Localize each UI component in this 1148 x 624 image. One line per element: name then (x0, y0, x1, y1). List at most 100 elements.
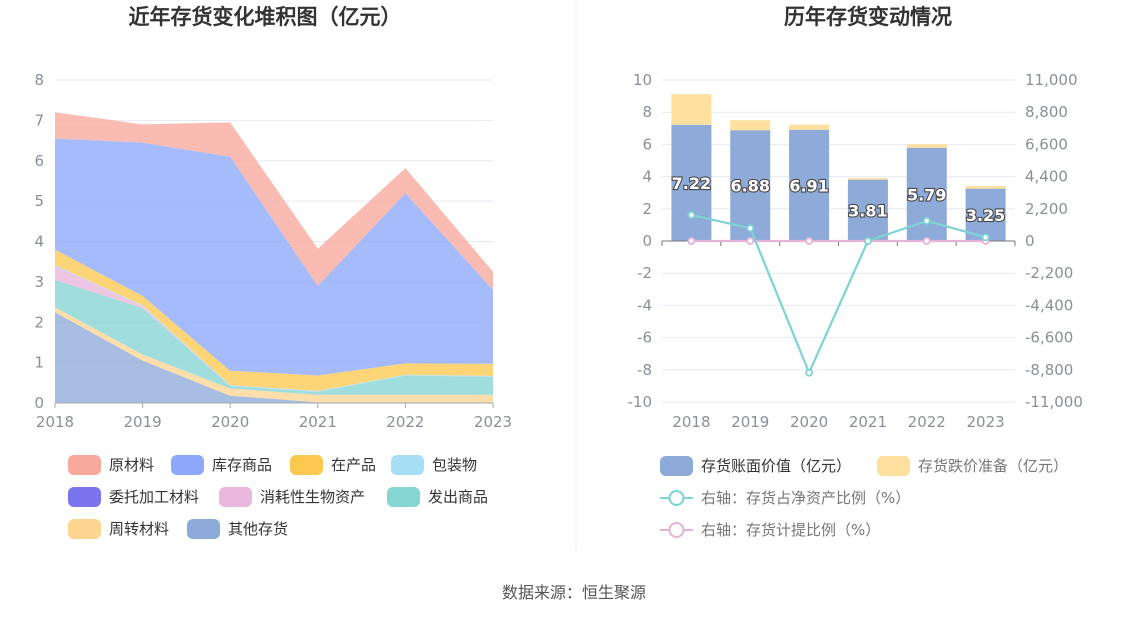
legend-label[interactable]: 其他存货 (228, 520, 288, 538)
y-tick-label: 0 (34, 394, 44, 412)
y-left-tick-label: -2 (637, 264, 652, 282)
x-tick-label: 2021 (849, 413, 887, 431)
legend-label[interactable]: 右轴：存货计提比例（%） (701, 521, 880, 539)
line-point (687, 237, 696, 245)
legend-swatch[interactable] (387, 487, 420, 507)
bar-book-value (847, 179, 888, 241)
bar-value-label: 6.91 (789, 176, 828, 195)
legend-marker[interactable] (668, 522, 685, 538)
area-series-7 (55, 138, 493, 376)
bar-book-value (789, 129, 830, 241)
bar-value-label: 3.25 (966, 206, 1005, 225)
bar-impairment (730, 120, 771, 131)
y-right-tick-label: 8,800 (1025, 103, 1068, 121)
x-tick-label: 2020 (790, 413, 828, 431)
y-left-tick-label: -8 (637, 361, 652, 379)
legend-label[interactable]: 包装物 (432, 456, 477, 474)
line-point (922, 237, 931, 245)
legend-label[interactable]: 右轴：存货占净资产比例（%） (701, 489, 910, 507)
x-tick-label: 2022 (386, 413, 424, 431)
y-right-tick-label: -4,400 (1025, 296, 1073, 314)
y-right-tick-label: -6,600 (1025, 329, 1073, 347)
y-right-tick-label: 4,400 (1025, 168, 1068, 186)
x-tick-label: 2020 (211, 413, 249, 431)
legend-swatch[interactable] (660, 456, 693, 476)
y-right-tick-label: 0 (1025, 232, 1035, 250)
y-left-tick-label: -6 (637, 329, 652, 347)
bar-value-label: 6.88 (731, 177, 770, 196)
y-right-tick-label: 2,200 (1025, 200, 1068, 218)
line-point (864, 237, 872, 245)
x-tick-label: 2018 (36, 413, 74, 431)
bar-value-label: 7.22 (672, 174, 711, 193)
stacked-area-chart: 近年存货变化堆积图（亿元） 0 1 2 3 4 5 6 7 8 2018 2019 2020 2021 20… (34, 5, 512, 539)
right-chart-title: 历年存货变动情况 (784, 5, 952, 29)
bar-impairment (965, 186, 1006, 189)
legend-marker[interactable] (668, 490, 685, 506)
legend-swatch[interactable] (171, 455, 204, 475)
area-series-8 (55, 112, 493, 290)
data-source: 数据来源：恒生聚源 (502, 583, 646, 602)
y-tick-label: 7 (34, 111, 44, 129)
x-tick-label: 2018 (672, 413, 710, 431)
bar-value-label: 5.79 (907, 185, 946, 204)
bar-book-value (965, 188, 1006, 241)
legend-swatch[interactable] (68, 519, 101, 539)
y-left-tick-label: -4 (637, 296, 652, 314)
legend-swatch[interactable] (877, 456, 910, 476)
line-point (687, 211, 696, 219)
y-tick-label: 4 (34, 233, 44, 251)
left-chart-title: 近年存货变化堆积图（亿元） (129, 5, 402, 29)
y-tick-label: 5 (34, 192, 44, 210)
bar-book-value (730, 130, 771, 241)
legend-swatch[interactable] (391, 455, 424, 475)
legend-label[interactable]: 在产品 (331, 456, 376, 474)
x-tick-label: 2021 (299, 413, 337, 431)
bar-value-label: 3.81 (848, 201, 887, 220)
line-point (981, 233, 990, 242)
legend-label[interactable]: 周转材料 (109, 520, 169, 538)
x-tick-label: 2019 (731, 413, 769, 431)
y-tick-label: 8 (34, 71, 44, 89)
line-series-1 (691, 213, 986, 376)
line-point (922, 216, 931, 225)
bar-line-chart: 历年存货变动情况 -10 -8 -6 -4 -2 0 2 4 6 8 10 -11,000 -8,800 -… (628, 5, 1083, 539)
area-series-1 (55, 307, 493, 403)
y-left-tick-label: -10 (628, 393, 653, 411)
y-right-tick-label: 11,000 (1025, 71, 1078, 89)
line-point (805, 237, 813, 245)
bar-impairment (847, 178, 888, 180)
y-left-tick-label: 4 (642, 168, 652, 186)
legend-swatch[interactable] (68, 455, 101, 475)
line-point (746, 237, 755, 245)
bar-book-value (671, 124, 712, 241)
x-tick-label: 2022 (908, 413, 946, 431)
y-right-tick-label: -8,800 (1025, 361, 1073, 379)
legend-swatch[interactable] (187, 519, 220, 539)
y-left-tick-label: 2 (642, 200, 652, 218)
legend-label[interactable]: 原材料 (109, 456, 154, 474)
legend-label[interactable]: 存货跌价准备（亿元） (918, 457, 1068, 475)
legend-swatch[interactable] (219, 487, 252, 507)
legend-label[interactable]: 委托加工材料 (109, 488, 199, 506)
line-point (805, 368, 813, 377)
legend-label[interactable]: 存货账面价值（亿元） (701, 457, 851, 475)
y-left-tick-label: 6 (642, 135, 652, 153)
x-tick-label: 2019 (124, 413, 162, 431)
bar-impairment (906, 144, 947, 148)
y-right-tick-label: -11,000 (1025, 393, 1083, 411)
legend-label[interactable]: 发出商品 (428, 488, 488, 506)
y-left-tick-label: 10 (633, 71, 652, 89)
y-tick-label: 1 (34, 354, 44, 372)
legend-label[interactable]: 消耗性生物资产 (260, 488, 365, 506)
legend-swatch[interactable] (68, 487, 101, 507)
y-tick-label: 3 (34, 273, 44, 291)
y-tick-label: 2 (34, 313, 44, 331)
legend-label[interactable]: 库存商品 (212, 456, 272, 474)
legend-swatch[interactable] (290, 455, 323, 475)
y-right-tick-label: -2,200 (1025, 264, 1073, 282)
bar-impairment (789, 124, 830, 130)
line-point (746, 224, 755, 233)
y-right-tick-label: 6,600 (1025, 135, 1068, 153)
